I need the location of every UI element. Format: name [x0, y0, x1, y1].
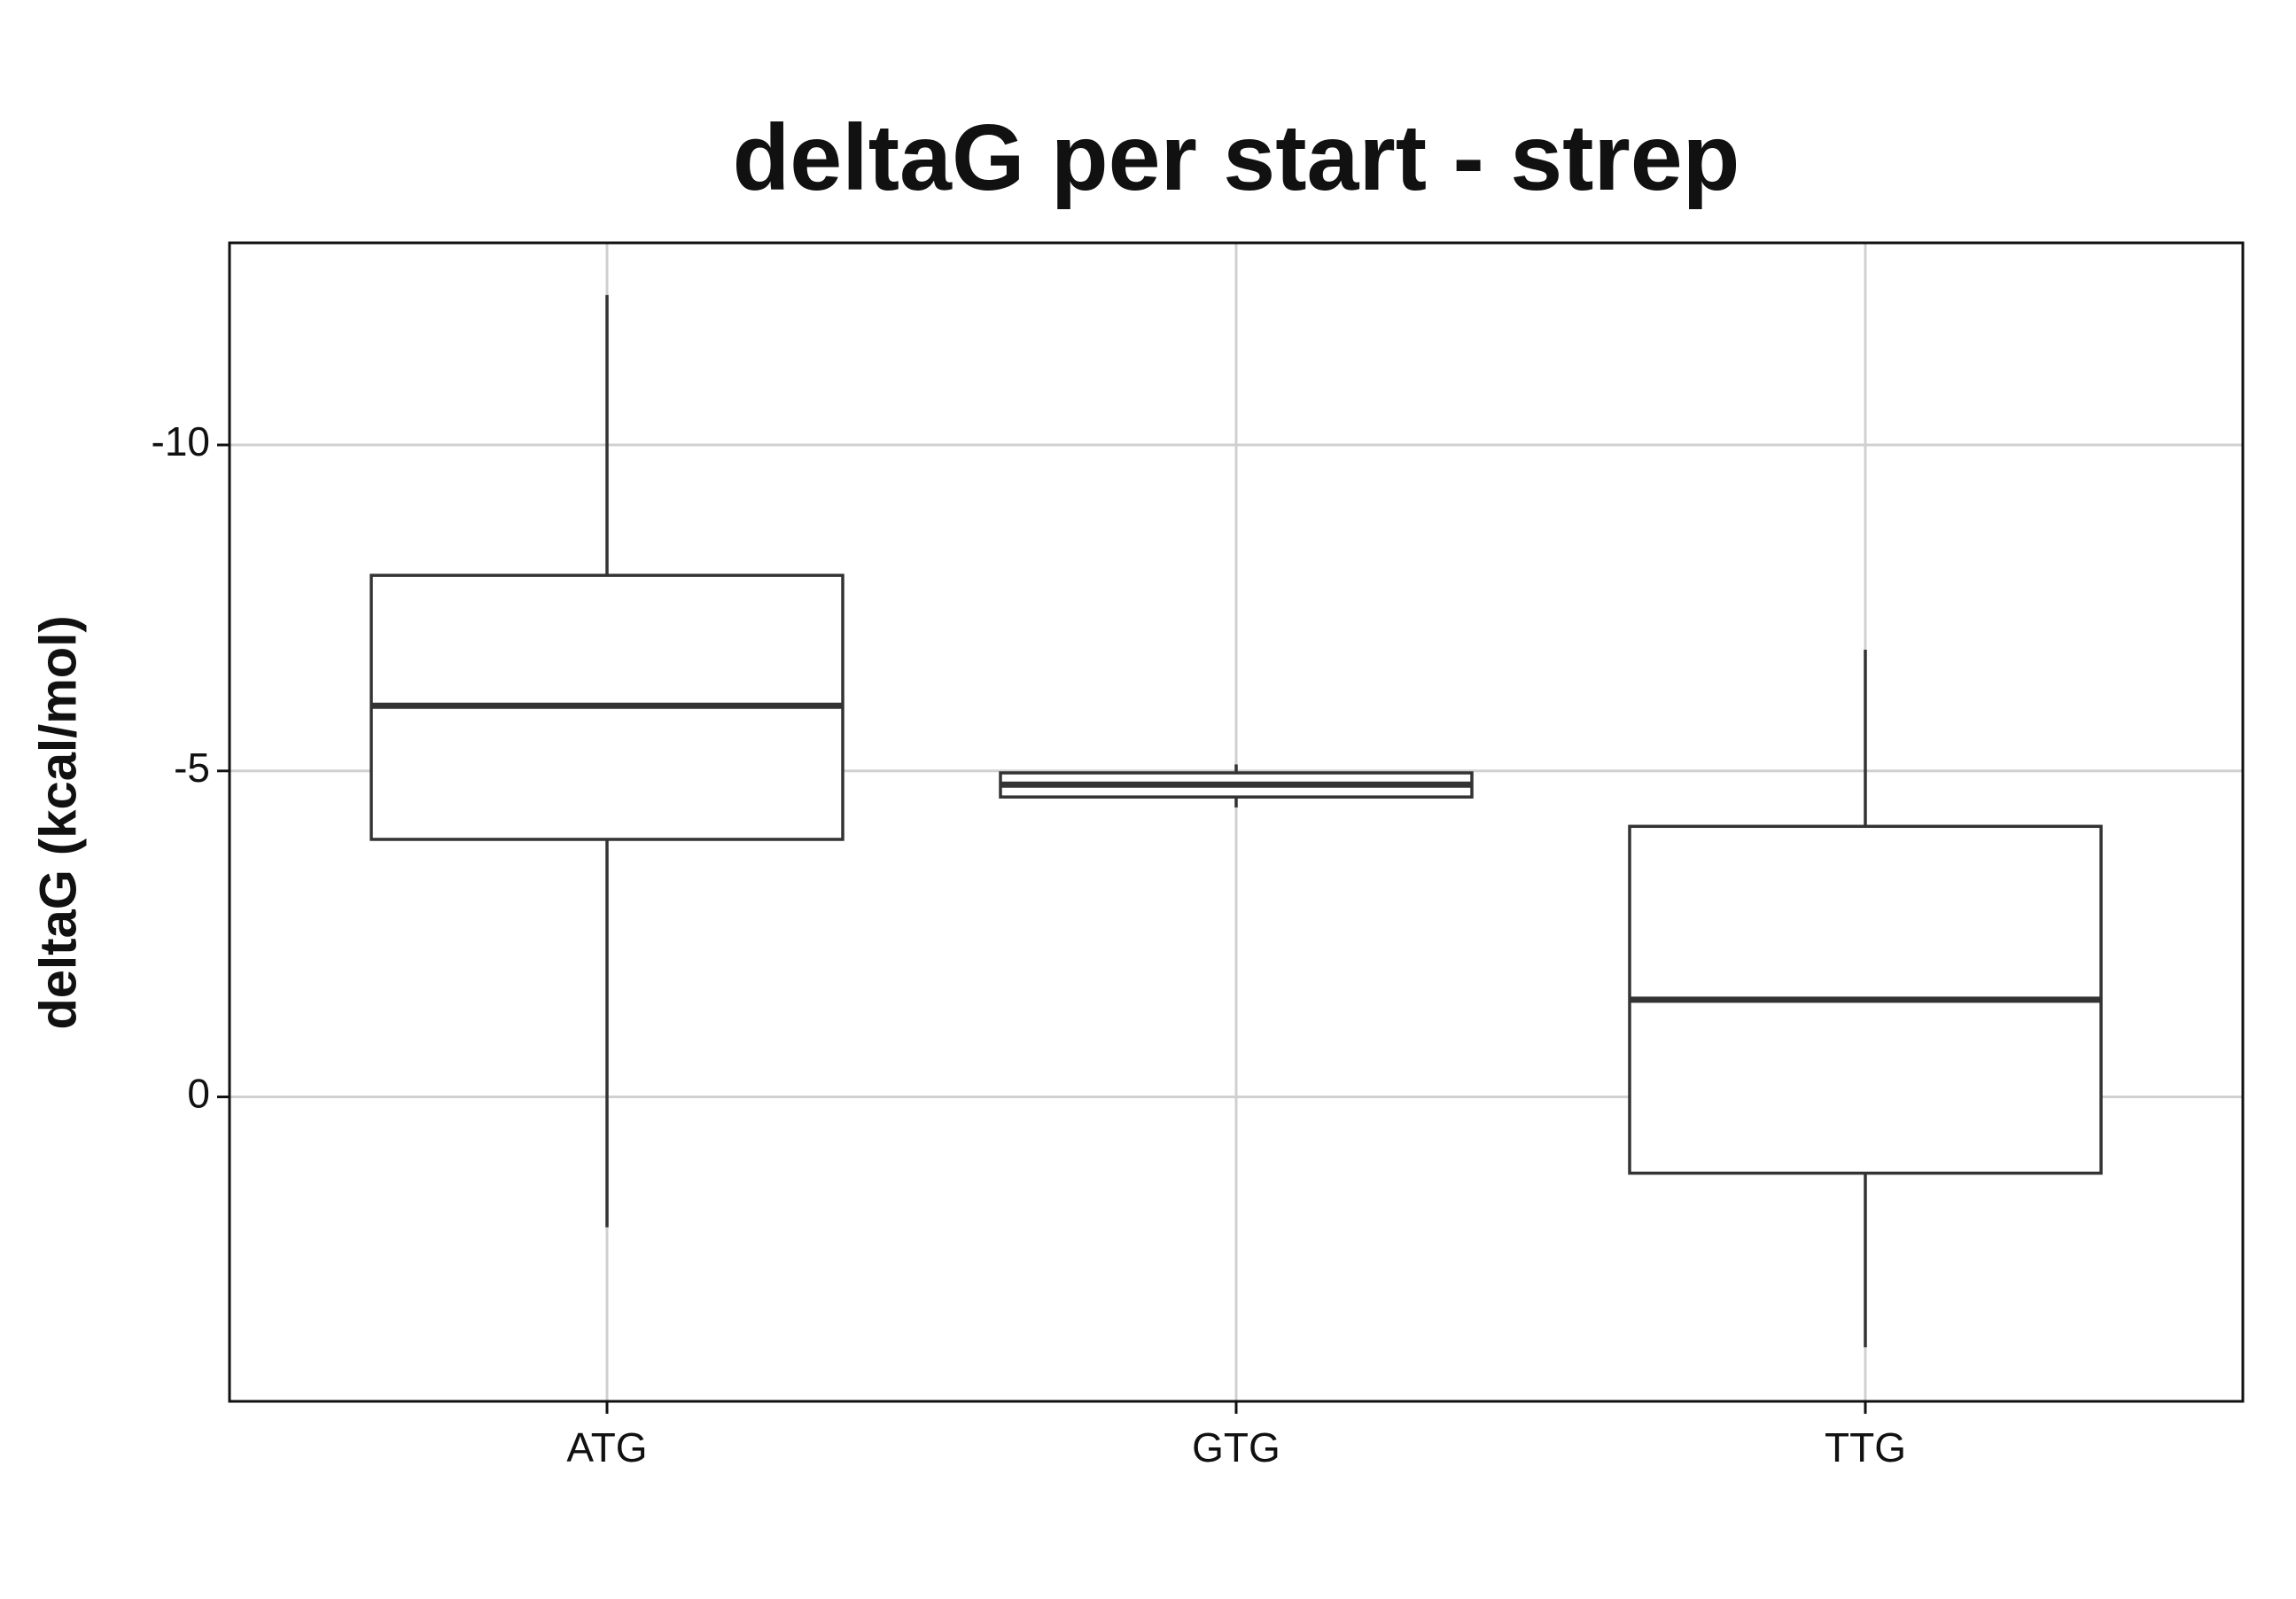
y-tick-label: 0 — [187, 1071, 210, 1117]
y-tick-label: -10 — [152, 418, 210, 464]
y-axis-label: deltaG (kcal/mol) — [29, 615, 87, 1029]
x-tick-label: ATG — [566, 1424, 647, 1470]
x-tick-label: TTG — [1825, 1424, 1906, 1470]
y-tick-label: -5 — [174, 745, 210, 791]
plot-frame — [228, 241, 2245, 1403]
x-tick-label: GTG — [1192, 1424, 1280, 1470]
chart-title: deltaG per start - strep — [733, 105, 1740, 210]
